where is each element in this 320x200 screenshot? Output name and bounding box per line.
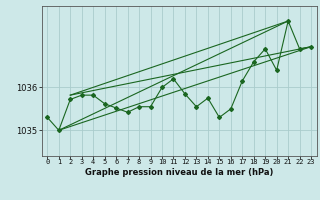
- X-axis label: Graphe pression niveau de la mer (hPa): Graphe pression niveau de la mer (hPa): [85, 168, 273, 177]
